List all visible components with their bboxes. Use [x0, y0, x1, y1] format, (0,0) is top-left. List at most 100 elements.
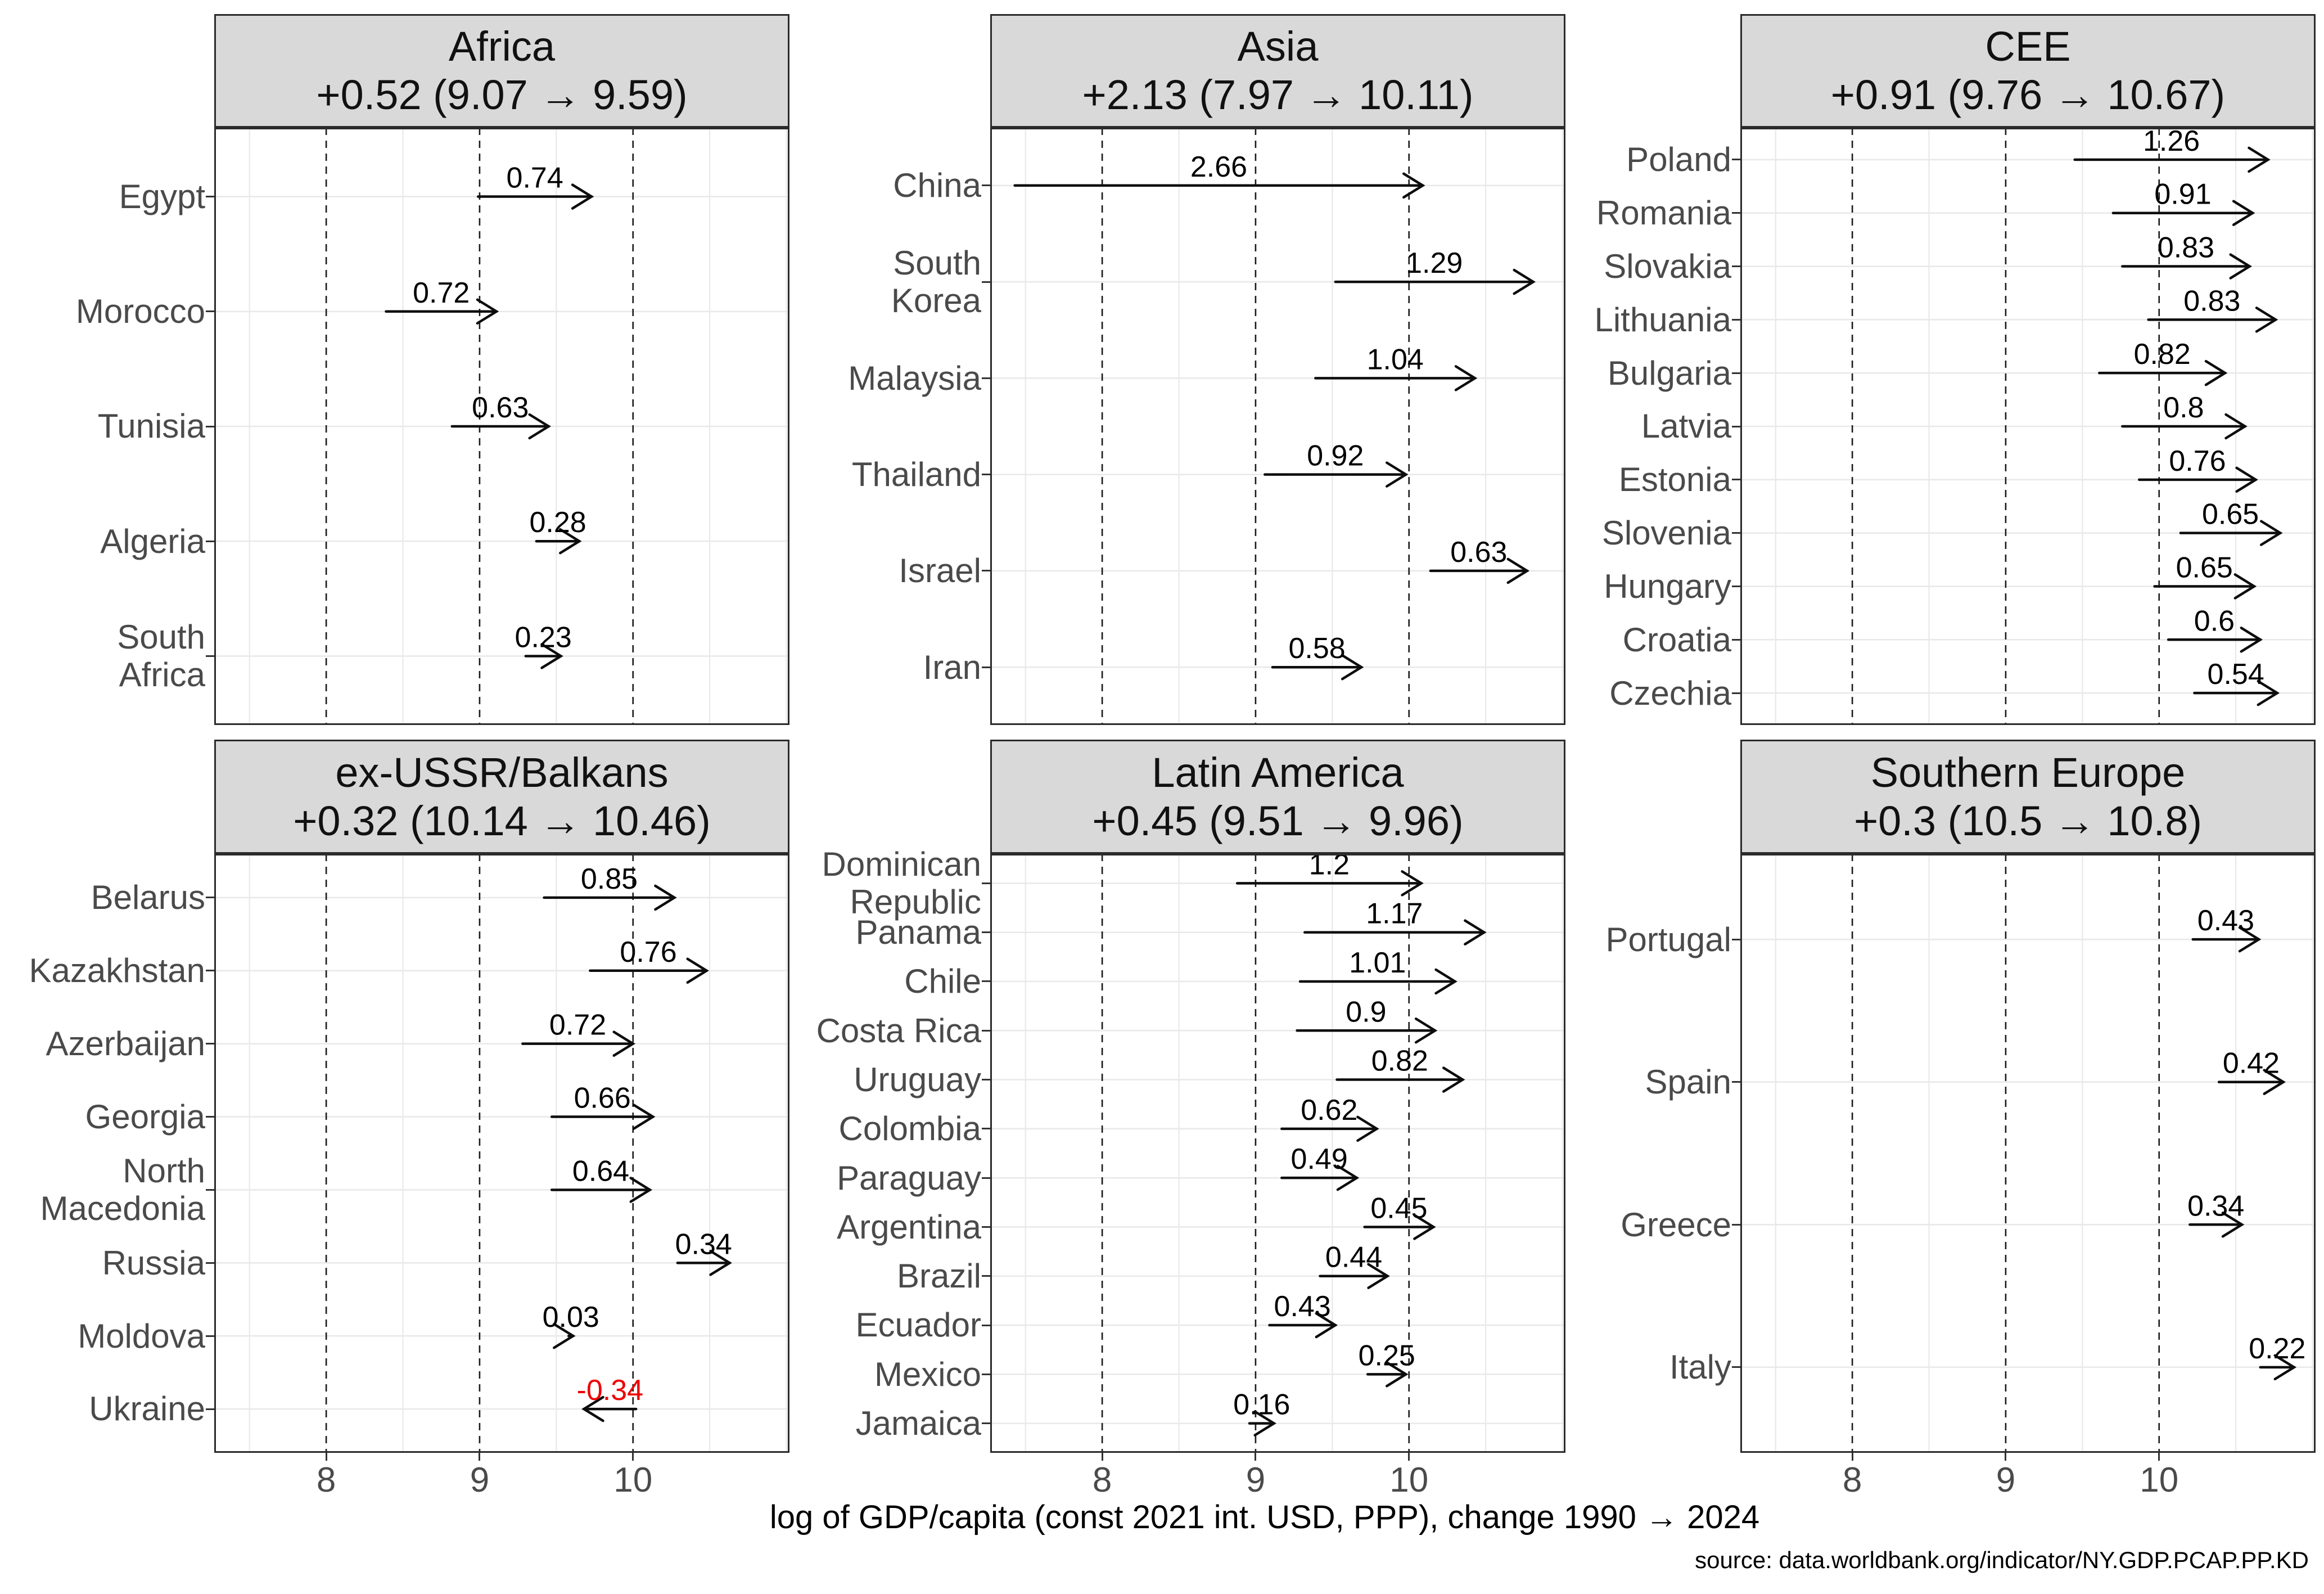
y-tick-thailand: [982, 474, 990, 476]
y-tick-israel: [982, 570, 990, 572]
change-label-chile: 1.01: [1349, 947, 1406, 979]
panel-cee: 1.26 0.91 0.83 0.83 0.82 0.8 0.76 0.65 0.65 0.6 0.…: [1740, 125, 2316, 725]
arrowhead-chile: [1434, 968, 1457, 995]
y-tick-costa-rica: [982, 1029, 990, 1032]
facet-strip-ex-ussr-balkans: ex-USSR/Balkans +0.32 (10.14 → 10.46): [214, 740, 789, 854]
y-tick-bulgaria: [1732, 372, 1740, 374]
arrowhead-costa-rica: [1414, 1017, 1438, 1044]
x-tick-9: [479, 1453, 481, 1461]
change-label-romania: 0.91: [2154, 178, 2211, 211]
arrowhead-greece: [2221, 1212, 2245, 1238]
change-label-croatia: 0.6: [2194, 605, 2235, 637]
arrowhead-russia: [709, 1250, 732, 1276]
change-label-malaysia: 1.04: [1367, 343, 1424, 376]
y-tick-dominican-republic: [982, 882, 990, 884]
arrowhead-bulgaria: [2204, 359, 2228, 386]
y-tick-chile: [982, 980, 990, 983]
y-tick-jamaica: [982, 1422, 990, 1425]
facet-strip-cee: CEE +0.91 (9.76 → 10.67): [1740, 14, 2316, 128]
facet-region-title: Asia: [1237, 23, 1319, 70]
country-label-uruguay: Uruguay: [854, 1060, 981, 1098]
change-label-south-korea: 1.29: [1406, 247, 1463, 280]
country-label-argentina: Argentina: [837, 1208, 981, 1246]
country-label-china: China: [893, 166, 981, 205]
arrowhead-slovenia: [2260, 520, 2283, 546]
arrowhead-colombia: [1356, 1115, 1379, 1142]
change-label-kazakhstan: 0.76: [620, 936, 676, 969]
x-tick-label-10: 10: [2140, 1461, 2179, 1500]
change-label-south-africa: 0.23: [515, 621, 572, 654]
y-tick-poland: [1732, 159, 1740, 161]
y-tick-slovenia: [1732, 532, 1740, 534]
y-tick-uruguay: [982, 1079, 990, 1081]
panel-border: [990, 128, 1565, 725]
arrowhead-iran: [1341, 654, 1364, 681]
y-tick-south-africa: [206, 655, 214, 657]
y-tick-argentina: [982, 1226, 990, 1228]
country-label-south-korea: South Korea: [891, 244, 981, 320]
change-label-spain: 0.42: [2223, 1047, 2280, 1080]
country-label-iran: Iran: [923, 648, 981, 686]
change-label-slovakia: 0.83: [2158, 232, 2214, 264]
arrowhead-israel: [1506, 557, 1530, 584]
facet-mean-summary: +2.13 (7.97 → 10.11): [1082, 71, 1474, 118]
arrowhead-brazil: [1367, 1263, 1390, 1289]
arrowhead-belarus: [654, 884, 677, 911]
change-label-dominican-republic: 1.2: [1309, 848, 1350, 881]
panel-border: [1740, 128, 2316, 725]
facet-mean-summary: +0.52 (9.07 → 9.59): [316, 71, 688, 118]
x-tick-label-8: 8: [316, 1461, 336, 1500]
y-tick-belarus: [206, 897, 214, 899]
country-label-brazil: Brazil: [896, 1257, 981, 1295]
arrowhead-egypt: [571, 183, 594, 210]
x-tick-8: [1851, 1453, 1853, 1461]
y-tick-croatia: [1732, 638, 1740, 641]
arrowhead-dominican-republic: [1401, 870, 1424, 897]
panel-border: [214, 854, 789, 1453]
country-label-portugal: Portugal: [1605, 920, 1731, 958]
y-tick-algeria: [206, 540, 214, 542]
y-tick-south-korea: [982, 281, 990, 283]
x-tick-10: [632, 1453, 634, 1461]
facet-mean-summary: +0.91 (9.76 → 10.67): [1830, 71, 2226, 118]
country-label-azerbaijan: Azerbaijan: [46, 1025, 205, 1063]
x-tick-label-10: 10: [613, 1461, 653, 1500]
country-label-moldova: Moldova: [78, 1317, 205, 1355]
change-label-tunisia: 0.63: [472, 391, 529, 424]
x-axis-title: log of GDP/capita (const 2021 int. USD, …: [769, 1499, 1760, 1536]
country-label-costa-rica: Costa Rica: [816, 1011, 981, 1050]
change-label-israel: 0.63: [1450, 536, 1507, 569]
change-label-thailand: 0.92: [1307, 440, 1364, 472]
country-label-greece: Greece: [1621, 1205, 1731, 1244]
x-tick-label-9: 9: [1996, 1461, 2016, 1500]
change-label-lithuania: 0.83: [2183, 285, 2240, 317]
panel-border: [1740, 854, 2316, 1453]
y-tick-paraguay: [982, 1177, 990, 1179]
arrowhead-italy: [2273, 1354, 2297, 1381]
change-label-portugal: 0.43: [2197, 904, 2254, 937]
arrowhead-mexico: [1386, 1361, 1409, 1388]
country-label-algeria: Algeria: [100, 522, 205, 560]
panel-border: [214, 128, 789, 725]
x-tick-10: [1408, 1453, 1410, 1461]
y-tick-ukraine: [206, 1408, 214, 1410]
country-label-israel: Israel: [899, 552, 981, 590]
y-tick-egypt: [206, 196, 214, 198]
country-label-poland: Poland: [1626, 141, 1731, 179]
change-label-egypt: 0.74: [507, 162, 563, 195]
y-tick-azerbaijan: [206, 1043, 214, 1045]
change-label-ecuador: 0.43: [1274, 1290, 1331, 1323]
change-label-colombia: 0.62: [1301, 1094, 1357, 1127]
x-tick-label-8: 8: [1842, 1461, 1862, 1500]
arrowhead-south-africa: [540, 643, 563, 669]
arrowhead-georgia: [632, 1104, 656, 1130]
x-tick-9: [2005, 1453, 2007, 1461]
change-label-hungary: 0.65: [2176, 551, 2233, 584]
change-label-slovenia: 0.65: [2202, 498, 2259, 531]
country-label-chile: Chile: [904, 962, 981, 1001]
y-tick-china: [982, 184, 990, 187]
country-label-north-macedonia: North Macedonia: [40, 1152, 205, 1228]
change-label-estonia: 0.76: [2169, 445, 2226, 478]
country-label-italy: Italy: [1669, 1348, 1731, 1386]
